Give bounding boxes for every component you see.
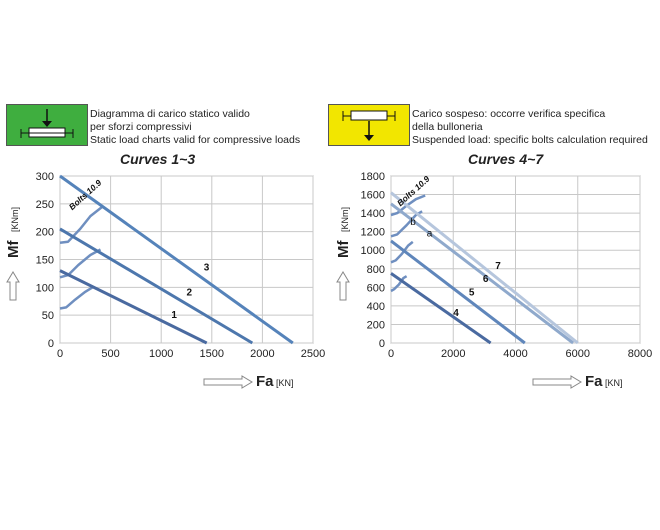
right-caption: Carico sospeso: occorre verifica specifi… (412, 108, 648, 147)
right-y-axis-label: Mf (335, 240, 352, 258)
left-caption-line-1: Diagramma di carico statico valido (90, 108, 250, 120)
left-x-tick-label: 1000 (149, 348, 173, 360)
left-y-tick-label: 100 (36, 282, 54, 294)
right-x-tick-label: 4000 (503, 348, 527, 360)
suspended-load-icon (329, 105, 409, 145)
right-y-tick-label: 0 (379, 338, 385, 350)
right-y-tick-label: 200 (367, 319, 385, 331)
left-bolt-curve (59, 205, 104, 245)
right-x-axis-unit: [KN] (605, 378, 623, 388)
left-x-tick-label: 0 (57, 348, 63, 360)
left-curve-label-2: 2 (187, 288, 193, 299)
left-y-tick-label: 250 (36, 199, 54, 211)
right-marker-b: b (410, 217, 416, 228)
left-curve-3 (59, 174, 294, 345)
left-x-arrow-icon (203, 375, 253, 389)
right-chart-title: Curves 4~7 (468, 151, 544, 167)
right-bolt-curve (390, 240, 414, 264)
right-curve-label-7: 7 (495, 261, 501, 272)
right-curve-label-4: 4 (453, 308, 459, 319)
left-y-tick-label: 0 (48, 338, 54, 350)
right-bolt-curve (390, 275, 408, 293)
right-x-tick-label: 8000 (628, 348, 652, 360)
right-y-tick-label: 1800 (361, 171, 385, 183)
right-curve-7 (390, 191, 579, 345)
left-y-tick-label: 50 (42, 310, 54, 322)
right-y-tick-label: 1000 (361, 245, 385, 257)
right-x-axis-label: Fa (585, 373, 603, 390)
suspended-load-badge (328, 104, 410, 146)
right-y-tick-label: 600 (367, 282, 385, 294)
compressive-load-icon (7, 105, 87, 145)
right-y-tick-label: 800 (367, 264, 385, 276)
left-y-tick-label: 300 (36, 171, 54, 183)
right-curve-6 (390, 202, 575, 345)
left-curve-1 (59, 269, 208, 345)
right-curve-label-5: 5 (469, 288, 475, 299)
left-x-tick-label: 2000 (250, 348, 274, 360)
right-y-tick-label: 400 (367, 301, 385, 313)
compressive-load-badge (6, 104, 88, 146)
left-x-tick-label: 500 (101, 348, 119, 360)
left-y-tick-label: 150 (36, 255, 54, 267)
left-y-axis-unit: [KNm] (10, 207, 20, 232)
left-caption: Diagramma di carico statico valido per s… (90, 108, 300, 147)
right-caption-line-3: Suspended load: specific bolts calculati… (412, 134, 648, 146)
left-curve-label-1: 1 (171, 310, 177, 321)
right-x-tick-label: 6000 (566, 348, 590, 360)
left-x-axis-unit: [KN] (276, 378, 294, 388)
left-x-tick-label: 2500 (301, 348, 325, 360)
right-x-tick-label: 2000 (441, 348, 465, 360)
right-curve-4 (390, 272, 492, 345)
left-y-axis-label: Mf (5, 240, 22, 258)
left-caption-line-2: per sforzi compressivi (90, 121, 192, 133)
right-curve-label-6: 6 (483, 274, 489, 285)
right-caption-line-1: Carico sospeso: occorre verifica specifi… (412, 108, 606, 120)
left-x-axis-label: Fa (256, 373, 274, 390)
left-bolt-curve (59, 285, 95, 310)
right-y-tick-label: 1200 (361, 227, 385, 239)
right-curve-5 (390, 239, 526, 345)
right-y-tick-label: 1400 (361, 208, 385, 220)
left-curve-label-3: 3 (204, 263, 210, 274)
right-caption-line-2: della bulloneria (412, 121, 483, 133)
left-y-tick-label: 200 (36, 227, 54, 239)
left-curve-2 (59, 227, 254, 345)
left-chart-title: Curves 1~3 (120, 151, 196, 167)
right-y-tick-label: 1600 (361, 190, 385, 202)
left-caption-line-3: Static load charts valid for compressive… (90, 134, 301, 146)
right-marker-a: a (427, 228, 433, 239)
left-x-tick-label: 1500 (200, 348, 224, 360)
right-y-arrow-icon (336, 271, 350, 301)
left-y-arrow-icon (6, 271, 20, 301)
right-x-arrow-icon (532, 375, 582, 389)
left-bolt-curve (59, 248, 102, 279)
right-y-axis-unit: [KNm] (340, 207, 350, 232)
right-x-tick-label: 0 (388, 348, 394, 360)
